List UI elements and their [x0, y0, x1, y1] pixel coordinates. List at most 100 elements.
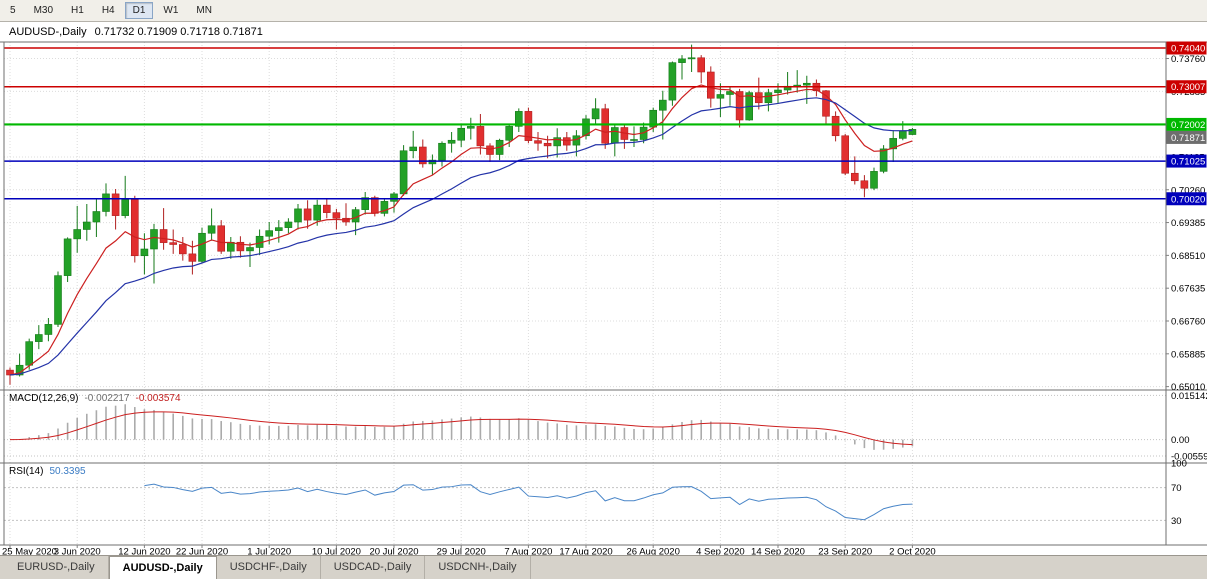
candle — [284, 218, 293, 234]
rsi-axis-label: 30 — [1171, 516, 1182, 527]
timeframe-button-mn[interactable]: MN — [196, 5, 212, 16]
price-tick-label: 0.68510 — [1171, 251, 1205, 262]
candle — [486, 143, 494, 162]
date-tick-label: 2 Oct 2020 — [889, 547, 935, 556]
timeframe-toolbar: 5 M30 H1 H4 D1 W1 MN — [0, 0, 1207, 22]
candle — [303, 200, 312, 229]
price-tick-label: 0.67635 — [1171, 284, 1205, 295]
chart-tab-usdchf[interactable]: USDCHF-,Daily — [217, 556, 321, 579]
candle — [274, 220, 283, 243]
candle — [111, 189, 120, 230]
candle — [841, 133, 850, 176]
candle — [687, 44, 696, 72]
candle — [409, 130, 418, 159]
macd-axis-label: 0.015142 — [1171, 391, 1207, 402]
candle — [83, 204, 91, 241]
chart-tabs-bar: EURUSD-,Daily AUDUSD-,Daily USDCHF-,Daily U… — [0, 555, 1207, 579]
candle — [658, 90, 667, 140]
macd-signal-value: -0.003574 — [135, 393, 181, 404]
timeframe-button-w1[interactable]: W1 — [163, 5, 179, 16]
date-tick-label: 20 Jul 2020 — [369, 547, 418, 556]
candle — [630, 126, 638, 147]
candle — [294, 204, 302, 230]
price-tick-label: 0.65885 — [1171, 349, 1205, 360]
candle — [601, 103, 610, 149]
candle — [236, 236, 245, 258]
candle — [457, 124, 466, 147]
candle — [217, 220, 225, 254]
ma-fast-line — [9, 84, 913, 376]
price-level-badge-label: 0.73007 — [1171, 82, 1205, 93]
rsi-name: RSI(14) — [9, 466, 44, 477]
date-tick-label: 26 Aug 2020 — [627, 547, 680, 556]
chart-tab-eurusd[interactable]: EURUSD-,Daily — [4, 556, 109, 579]
candle — [198, 227, 206, 264]
rsi-value: 50.3395 — [49, 466, 86, 477]
current-price-badge — [1166, 130, 1207, 144]
candle — [131, 195, 139, 263]
candle — [889, 130, 898, 162]
macd-indicator-label: MACD(12,26,9) -0.002217 -0.003574 — [9, 393, 181, 404]
timeframe-button-m30[interactable]: M30 — [33, 5, 54, 16]
chart-tab-usdcnh[interactable]: USDCNH-,Daily — [425, 556, 531, 579]
candle — [380, 199, 389, 217]
candle — [447, 132, 456, 153]
date-tick-label: 1 Jul 2020 — [247, 547, 291, 556]
date-tick-label: 17 Aug 2020 — [559, 547, 612, 556]
candle — [908, 127, 917, 136]
candle — [514, 108, 523, 132]
date-tick-label: 22 Jun 2020 — [176, 547, 228, 556]
macd-signal-line — [9, 411, 913, 446]
price-tick-label: 0.69385 — [1171, 218, 1205, 229]
candle — [591, 98, 600, 125]
rsi-axis-label: 100 — [1171, 459, 1187, 470]
chart-canvas[interactable]: 0.737600.728850.720100.711350.702600.693… — [0, 22, 1207, 555]
date-tick-label: 25 May 2020 — [2, 547, 57, 556]
candle — [44, 318, 53, 342]
candle — [54, 271, 62, 327]
date-tick-label: 3 Jun 2020 — [54, 547, 101, 556]
chart-tab-usdcad[interactable]: USDCAD-,Daily — [321, 556, 426, 579]
candle — [812, 79, 821, 97]
price-level-badge — [1166, 41, 1207, 55]
price-level-badge-label: 0.70020 — [1171, 194, 1205, 205]
macd-main-value: -0.002217 — [84, 393, 130, 404]
candle — [716, 83, 725, 117]
candle — [438, 141, 446, 167]
chart-tab-audusd[interactable]: AUDUSD-,Daily — [108, 556, 217, 579]
price-level-badge-label: 0.71025 — [1171, 157, 1205, 168]
price-tick-label: 0.70260 — [1171, 185, 1205, 196]
date-tick-label: 29 Jul 2020 — [437, 547, 486, 556]
candle — [207, 208, 216, 241]
candle — [418, 139, 427, 168]
date-tick-label: 12 Jun 2020 — [118, 547, 170, 556]
timeframe-button-h1[interactable]: H1 — [71, 5, 84, 16]
rsi-axis-label: 70 — [1171, 483, 1182, 494]
candle — [764, 88, 773, 112]
price-tick-label: 0.73760 — [1171, 54, 1205, 65]
price-level-badge-label: 0.74040 — [1171, 44, 1205, 55]
timeframe-button-h4[interactable]: H4 — [101, 5, 115, 16]
candle — [390, 192, 398, 213]
candle — [831, 111, 840, 142]
price-level-badge — [1166, 117, 1207, 131]
timeframe-button-5[interactable]: 5 — [10, 5, 16, 16]
candle — [63, 237, 72, 282]
candle — [246, 242, 254, 267]
date-tick-label: 10 Jul 2020 — [312, 547, 361, 556]
candle — [553, 128, 562, 158]
candle — [159, 208, 168, 250]
candle — [697, 55, 706, 84]
candle — [6, 367, 14, 385]
candle — [860, 175, 869, 198]
candle — [399, 145, 408, 196]
candle — [534, 132, 542, 151]
rsi-line — [144, 483, 913, 521]
date-tick-label: 23 Sep 2020 — [818, 547, 872, 556]
price-level-badge — [1166, 192, 1207, 206]
candle — [102, 183, 110, 217]
macd-axis-label: -0.005599 — [1171, 451, 1207, 462]
rsi-indicator-label: RSI(14) 50.3395 — [9, 466, 86, 477]
timeframe-button-d1[interactable]: D1 — [124, 2, 154, 19]
